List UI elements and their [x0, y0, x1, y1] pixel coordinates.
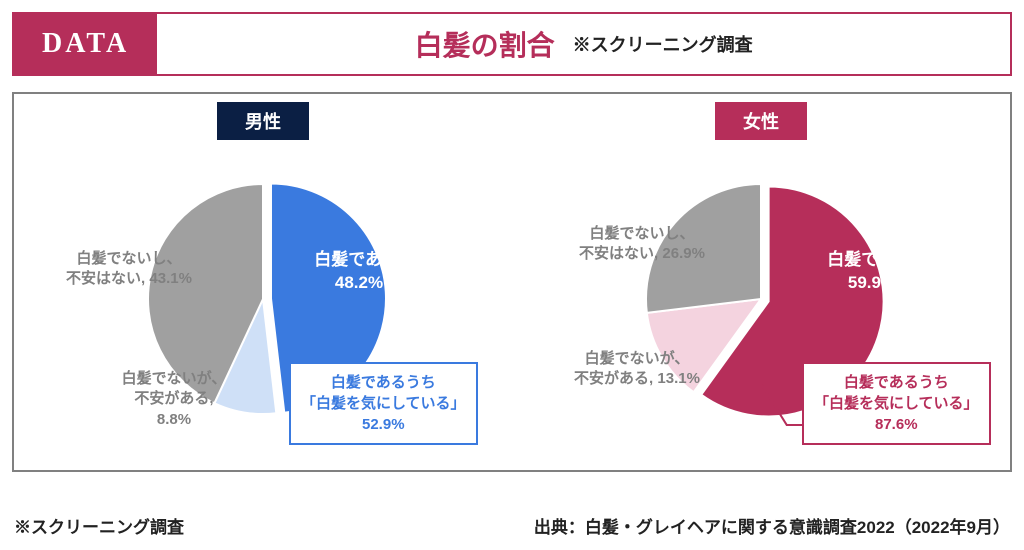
male-slice1-label: 白髪である, 48.2%	[294, 249, 424, 295]
male-slice2-label: 白髪でないが、不安がある,8.8%	[109, 369, 239, 430]
label-female: 女性	[715, 102, 807, 140]
label-male: 男性	[217, 102, 309, 140]
title-wrap: 白髪の割合 ※スクリーニング調査	[157, 14, 1010, 74]
callout-female: 白髪であるうち 「白髪を気にしている」 87.6%	[802, 362, 991, 445]
footer: ※スクリーニング調査 出典：白髪・グレイヘアに関する意識調査2022（2022年…	[14, 513, 1010, 538]
chart-female: 女性 白髪である, 59.9% 白髪でないが、不安がある, 13.1% 白髪でな…	[512, 94, 1010, 470]
female-slice3-label: 白髪でないし、不安はない, 26.9%	[567, 224, 717, 265]
header: DATA 白髪の割合 ※スクリーニング調査	[12, 12, 1012, 76]
male-slice3-label: 白髪でないし、不安はない, 43.1%	[49, 249, 209, 290]
female-slice1-label: 白髪である, 59.9%	[807, 249, 937, 295]
chart-frame: 男性 白髪である, 48.2% 白髪でないが、不安がある,8.8% 白髪でないし…	[12, 92, 1012, 472]
data-badge: DATA	[14, 14, 157, 74]
title-main: 白髪の割合	[415, 24, 555, 64]
chart-male: 男性 白髪である, 48.2% 白髪でないが、不安がある,8.8% 白髪でないし…	[14, 94, 512, 470]
female-slice2-label: 白髪でないが、不安がある, 13.1%	[557, 349, 717, 390]
callout-male: 白髪であるうち 「白髪を気にしている」 52.9%	[289, 362, 478, 445]
title-subtitle: ※スクリーニング調査	[573, 31, 753, 57]
footer-left: ※スクリーニング調査	[14, 513, 184, 538]
footer-right: 出典：白髪・グレイヘアに関する意識調査2022（2022年9月）	[534, 513, 1010, 538]
